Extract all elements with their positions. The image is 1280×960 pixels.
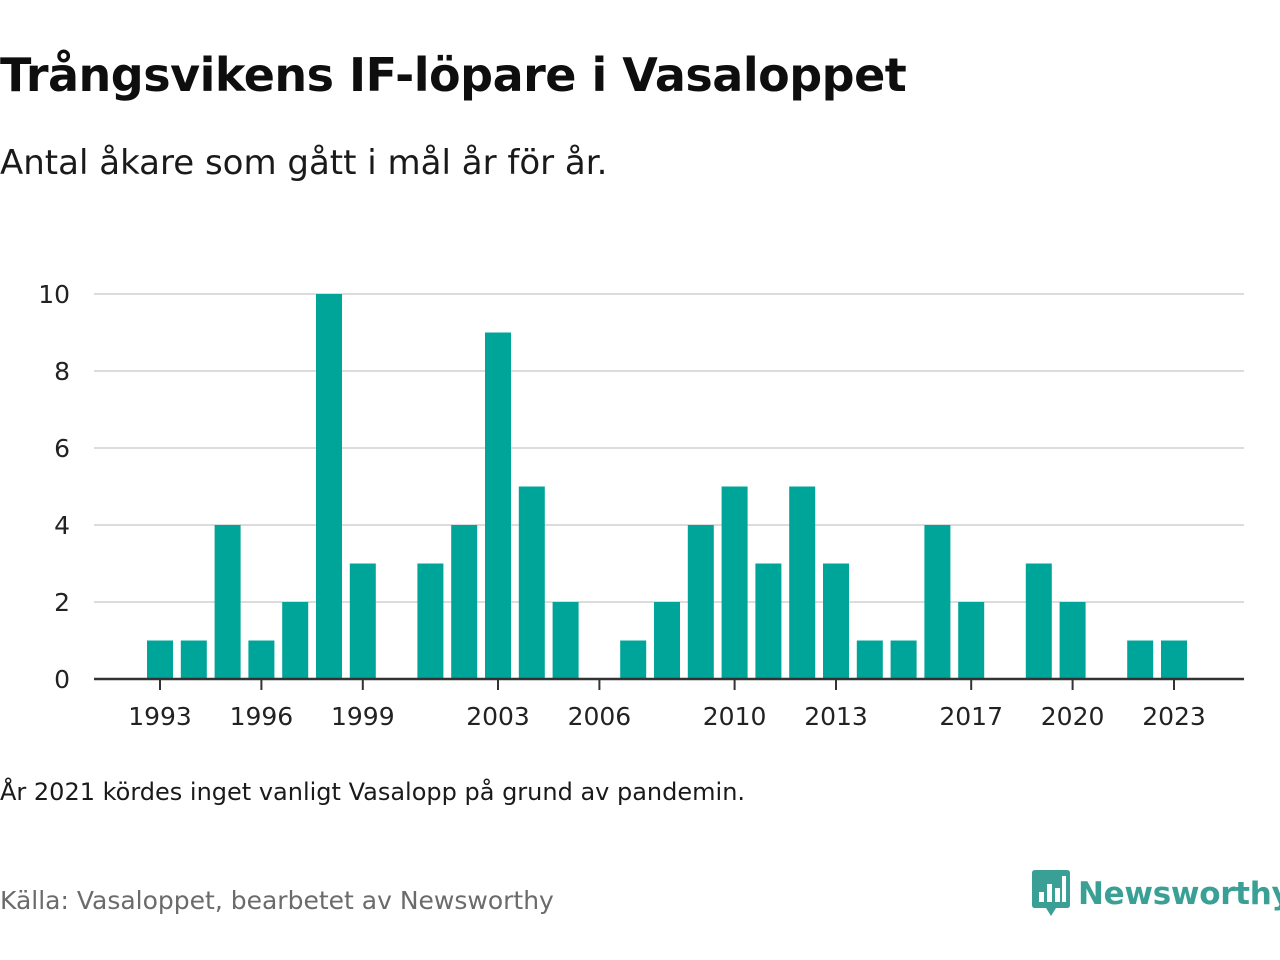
x-tick-label: 2023 bbox=[1142, 702, 1206, 731]
x-tick-label: 1993 bbox=[128, 702, 192, 731]
bar-2019 bbox=[1025, 563, 1052, 679]
bar-1993 bbox=[147, 640, 173, 679]
x-tick-label: 2010 bbox=[703, 702, 767, 731]
bar-1994 bbox=[180, 640, 207, 679]
bar-2013 bbox=[823, 563, 849, 679]
x-tick-label: 2020 bbox=[1041, 702, 1105, 731]
y-tick-label: 0 bbox=[54, 665, 70, 694]
bar-2011 bbox=[755, 563, 782, 679]
newsworthy-logo-icon bbox=[1032, 870, 1070, 916]
bar-2022 bbox=[1127, 640, 1154, 679]
grid-lines bbox=[94, 293, 1244, 603]
x-tick-label: 2006 bbox=[568, 702, 632, 731]
bar-2008 bbox=[654, 602, 680, 679]
bar-2023 bbox=[1161, 640, 1187, 679]
y-tick-label: 8 bbox=[54, 357, 70, 386]
bar-1996 bbox=[248, 640, 275, 679]
bar-2005 bbox=[552, 602, 579, 679]
newsworthy-brand[interactable]: Newsworthy bbox=[1032, 870, 1280, 918]
x-tick-label: 2017 bbox=[939, 702, 1003, 731]
bar-2002 bbox=[451, 525, 478, 679]
bar-1997 bbox=[282, 602, 309, 679]
y-tick-label: 10 bbox=[38, 280, 70, 309]
bar-2009 bbox=[687, 525, 714, 679]
x-tick-label: 2013 bbox=[804, 702, 868, 731]
bars bbox=[147, 294, 1187, 679]
y-tick-label: 6 bbox=[54, 434, 70, 463]
bar-2014 bbox=[856, 640, 883, 679]
y-tick-label: 4 bbox=[54, 511, 70, 540]
bar-2003 bbox=[485, 332, 511, 679]
bar-2016 bbox=[924, 525, 951, 679]
bar-2017 bbox=[958, 602, 985, 679]
bar-2015 bbox=[890, 640, 917, 679]
bar-2007 bbox=[620, 640, 647, 679]
x-tick-label: 1999 bbox=[331, 702, 395, 731]
bar-1999 bbox=[349, 563, 376, 679]
bar-chart: 0 2 4 6 8 10 1993 1996 1999 2003 2006 2010 2013 2017… bbox=[38, 280, 1244, 731]
bar-2020 bbox=[1059, 602, 1086, 679]
x-axis-tick-labels: 1993 1996 1999 2003 2006 2010 2013 2017 2020 2023 bbox=[128, 702, 1206, 731]
bar-1998 bbox=[316, 294, 342, 679]
bar-2012 bbox=[789, 486, 816, 679]
brand-name: Newsworthy bbox=[1078, 876, 1280, 912]
chart-title: Trångsvikens IF-löpare i Vasaloppet bbox=[0, 48, 907, 102]
bar-2001 bbox=[417, 563, 444, 679]
x-tick-label: 2003 bbox=[466, 702, 530, 731]
y-axis-tick-labels: 0 2 4 6 8 10 bbox=[38, 280, 70, 694]
bar-2010 bbox=[721, 486, 748, 679]
bar-2004 bbox=[518, 486, 545, 679]
x-tick-label: 1996 bbox=[230, 702, 294, 731]
bar-1995 bbox=[214, 525, 241, 679]
y-tick-label: 2 bbox=[54, 588, 70, 617]
x-axis bbox=[94, 677, 1244, 690]
source-text: Källa: Vasaloppet, bearbetet av Newswort… bbox=[0, 886, 554, 915]
chart-subtitle: Antal åkare som gått i mål år för år. bbox=[0, 143, 608, 183]
footnote: År 2021 kördes inget vanligt Vasalopp på… bbox=[0, 778, 746, 806]
